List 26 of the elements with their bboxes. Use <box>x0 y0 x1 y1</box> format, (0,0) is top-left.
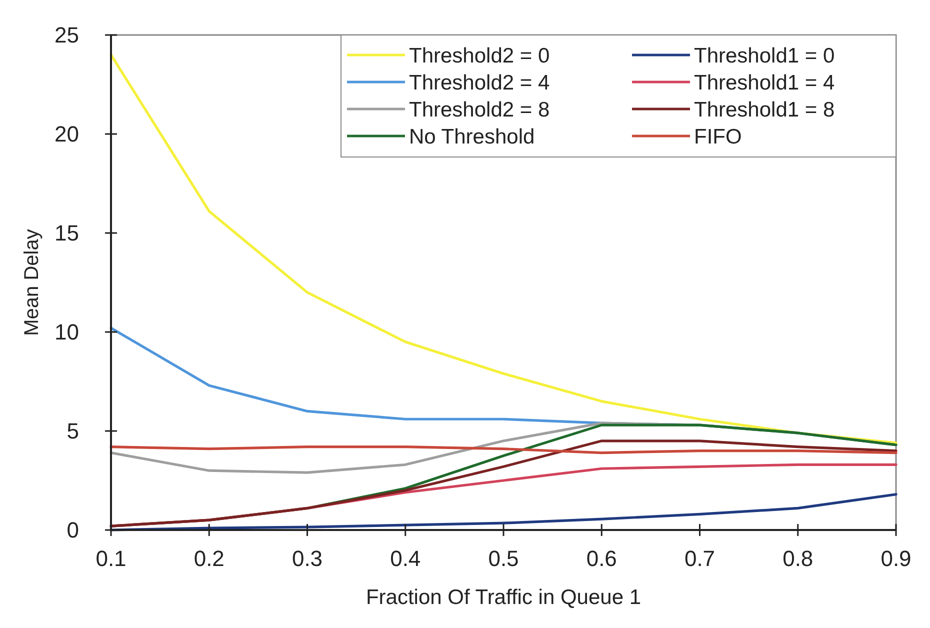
x-tick-label: 0.7 <box>684 546 716 571</box>
x-tick-label: 0.4 <box>390 546 421 571</box>
y-tick-label: 20 <box>54 122 79 147</box>
y-axis-title: Mean Delay <box>21 229 43 336</box>
legend-label: Threshold2 = 8 <box>409 98 550 122</box>
x-tick-label: 0.1 <box>96 546 126 571</box>
x-tick-label: 0.9 <box>880 546 912 571</box>
x-tick-label: 0.2 <box>194 546 224 571</box>
x-tick-label: 0.6 <box>586 546 617 571</box>
legend-label: Threshold2 = 4 <box>409 71 550 94</box>
x-tick-label: 0.3 <box>292 546 323 571</box>
legend-label: Threshold1 = 8 <box>694 98 835 122</box>
y-tick-label: 25 <box>54 22 79 48</box>
y-tick-label: 5 <box>66 418 79 444</box>
line-series <box>110 440 898 528</box>
y-tick-label: 0 <box>66 518 79 543</box>
x-tick-label: 0.8 <box>782 546 814 571</box>
legend-label: Threshold1 = 4 <box>694 71 835 94</box>
y-tick-label: 10 <box>54 320 79 345</box>
legend-label: FIFO <box>694 125 742 148</box>
legend-label: Threshold1 = 0 <box>694 44 835 68</box>
legend-label: No Threshold <box>409 125 535 148</box>
legend-label: Threshold2 = 0 <box>409 44 550 68</box>
x-tick-label: 0.5 <box>488 546 519 571</box>
x-axis-title: Fraction Of Traffic in Queue 1 <box>366 586 642 609</box>
y-tick-label: 15 <box>54 220 79 246</box>
